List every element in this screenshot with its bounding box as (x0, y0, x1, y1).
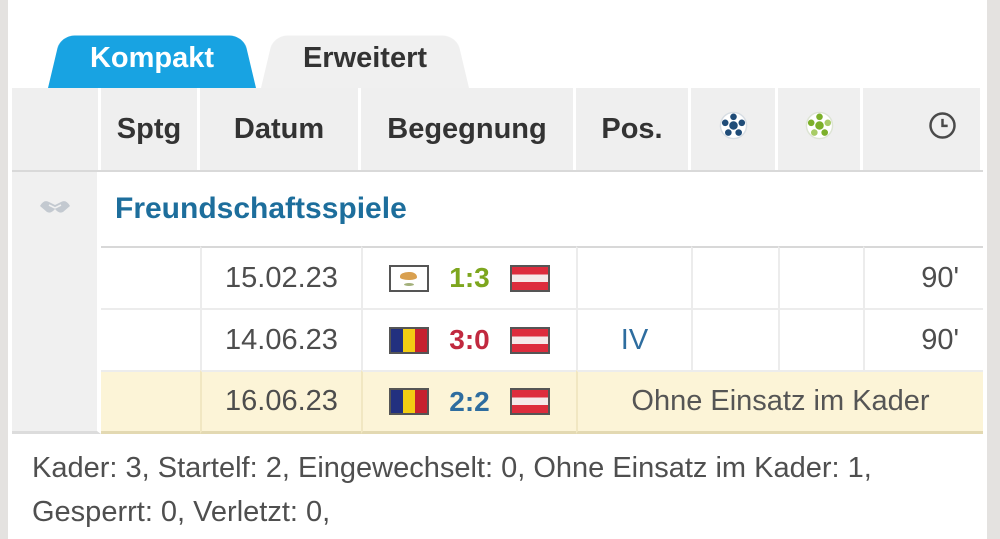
row-competition-cell (12, 370, 101, 434)
clock-icon (927, 110, 958, 149)
competition-icon-cell (12, 172, 101, 246)
romania-flag-icon[interactable] (389, 388, 430, 415)
season-summary: Kader: 3, Startelf: 2, Eingewechselt: 0,… (32, 452, 872, 528)
position-cell (576, 246, 691, 308)
tab-kompakt-label: Kompakt (89, 41, 215, 74)
row-competition-cell (12, 308, 101, 370)
date-cell: 16.06.23 (200, 370, 361, 434)
match-row: 14.06.23 3:0 IV 90' (12, 308, 983, 370)
austria-flag-icon[interactable] (509, 388, 550, 415)
date-cell: 15.02.23 (200, 246, 361, 308)
row-competition-cell (12, 246, 101, 308)
fixture-cell: 3:0 (361, 308, 576, 370)
view-tabs: Kompakt Erweitert (8, 0, 987, 88)
header-sptg: Sptg (101, 88, 197, 170)
result-link[interactable]: 2:2 (449, 385, 490, 417)
stats-card: Kompakt Erweitert Sptg Datum Begegnung P… (8, 0, 987, 539)
soccer-ball-green-icon (805, 111, 834, 148)
austria-flag-icon[interactable] (509, 264, 550, 292)
tab-erweitert[interactable]: Erweitert (261, 28, 469, 88)
matchday-cell (101, 246, 200, 308)
result-link[interactable]: 1:3 (449, 262, 490, 293)
fixture-cell: 2:2 (361, 370, 576, 434)
competition-title[interactable]: Freundschaftsspiele (101, 172, 983, 246)
assists-cell (778, 308, 863, 370)
header-goals (691, 88, 775, 170)
matchday-cell (101, 370, 200, 434)
goals-cell (691, 246, 778, 308)
header-pos: Pos. (576, 88, 688, 170)
header-datum: Datum (200, 88, 358, 170)
header-assists (778, 88, 860, 170)
soccer-ball-blue-icon (719, 111, 748, 148)
minutes-cell: 90' (863, 246, 983, 308)
minutes-cell: 90' (863, 308, 983, 370)
handshake-icon (38, 193, 72, 226)
position-cell: IV (576, 308, 691, 370)
table-header-row: Sptg Datum Begegnung Pos. (12, 88, 983, 172)
competition-section-row: Freundschaftsspiele (12, 172, 983, 246)
cyprus-flag-icon[interactable] (389, 264, 430, 292)
not-in-squad-note: Ohne Einsatz im Kader (576, 370, 983, 434)
header-minutes (863, 88, 980, 170)
goals-cell (691, 308, 778, 370)
date-cell: 14.06.23 (200, 308, 361, 370)
result-link[interactable]: 3:0 (449, 324, 490, 355)
austria-flag-icon[interactable] (509, 326, 550, 354)
matchday-cell (101, 308, 200, 370)
header-begegnung: Begegnung (361, 88, 573, 170)
match-row-highlighted: 16.06.23 2:2 Ohne Einsatz im Kader (12, 370, 983, 434)
position-link[interactable]: IV (620, 323, 649, 356)
romania-flag-icon[interactable] (389, 326, 430, 354)
matches-table: Sptg Datum Begegnung Pos. (12, 88, 983, 434)
match-row: 15.02.23 1:3 90' (12, 246, 983, 308)
assists-cell (778, 246, 863, 308)
fixture-cell: 1:3 (361, 246, 576, 308)
tab-erweitert-label: Erweitert (302, 41, 428, 74)
tab-kompakt[interactable]: Kompakt (48, 28, 256, 88)
header-competition-cell (12, 88, 98, 170)
